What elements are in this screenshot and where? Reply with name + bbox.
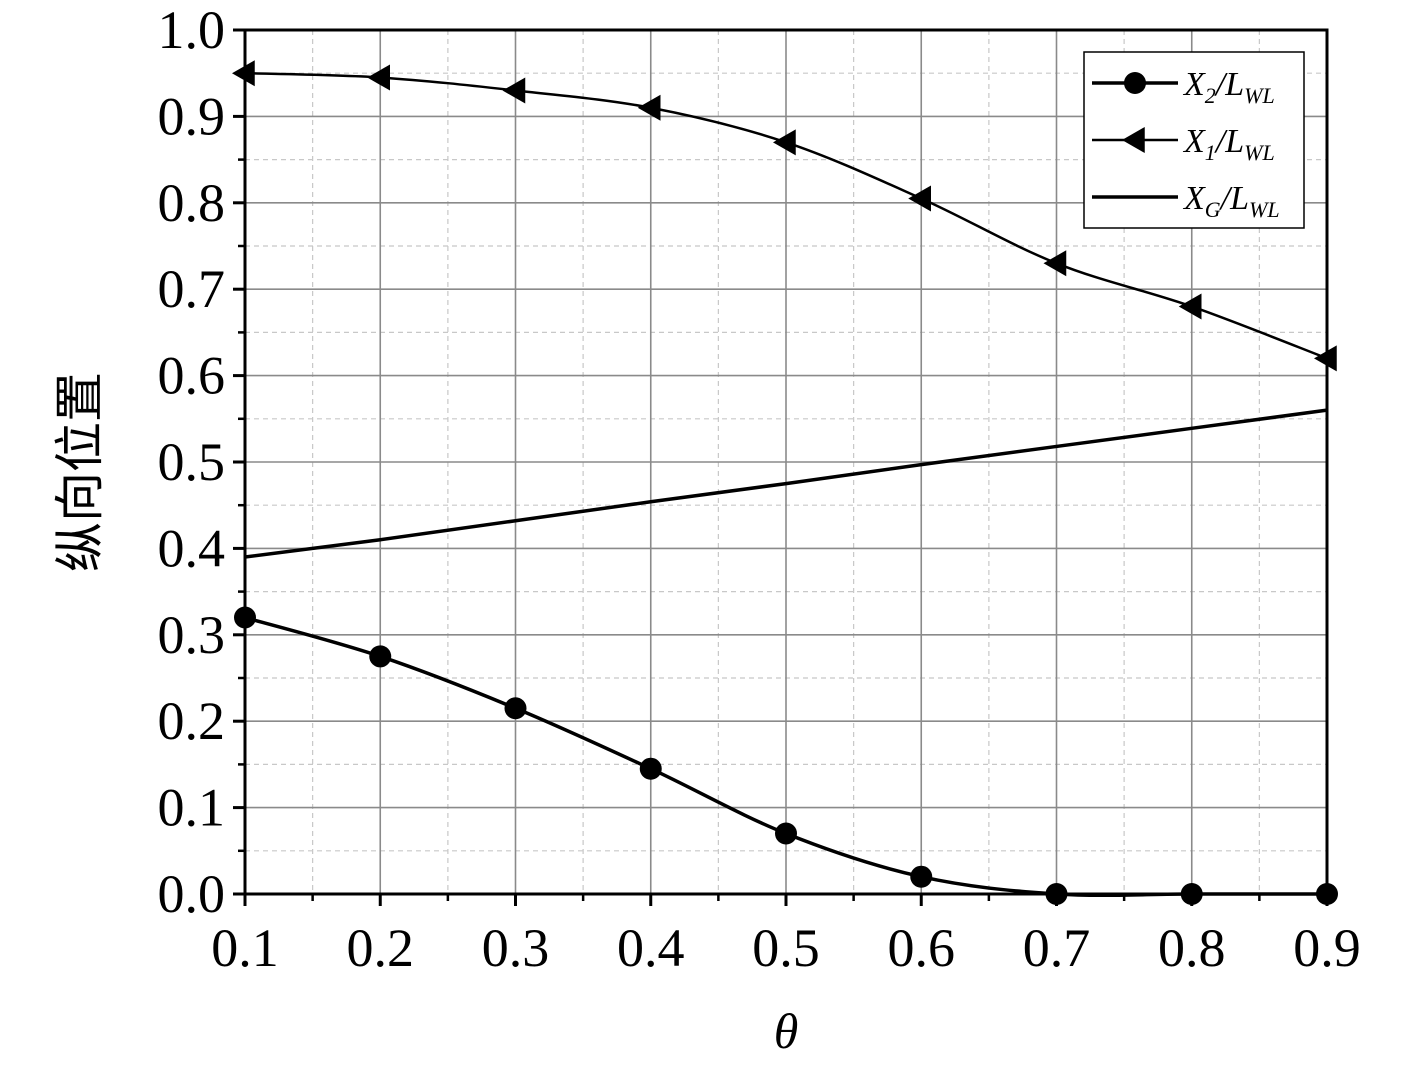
x-tick-label: 0.6 [888,918,956,978]
series-3-line [244,408,1328,559]
legend-entry-2: X1/LWL [1092,123,1275,165]
x-tick-label: 0.8 [1158,918,1226,978]
series-2-point [1043,250,1067,277]
series-1-point [639,757,662,780]
series-2-point [502,77,526,104]
y-tick-label: 0.8 [158,173,226,233]
legend-swatch-marker [1122,127,1145,153]
x-tick-label: 0.4 [617,918,685,978]
legend: X2/LWL X1/LWL XG/LWL [1083,51,1305,229]
y-tick-label: 1.0 [158,0,226,60]
y-tick-label: 0.0 [158,864,226,924]
y-tick-label: 0.2 [158,691,226,751]
y-tick-label: 0.1 [158,778,226,838]
legend-entry-3: XG/LWL [1092,180,1280,222]
x-tick-label: 0.3 [482,918,550,978]
y-tick-label: 0.6 [158,346,226,406]
series-2-point [908,185,931,212]
x-tick-label: 0.9 [1293,918,1361,978]
series-3 [244,408,1328,559]
y-axis-tick-labels: 0.0 0.1 0.2 0.3 0.4 0.5 0.6 0.7 0.8 0.9 1.0 [158,0,226,924]
y-axis-title: 纵向位置 [52,372,108,572]
y-tick-label: 0.7 [158,259,226,319]
x-axis-title: θ [774,1003,799,1059]
legend-label: XG/LWL [1182,180,1280,222]
series-1-point [910,865,933,888]
y-tick-label: 0.3 [158,605,226,665]
y-tick-label: 0.5 [158,432,226,492]
y-tick-label: 0.4 [158,518,226,578]
x-tick-label: 0.7 [1023,918,1091,978]
series-1-point [369,645,392,668]
axis-ticks [233,28,1329,906]
y-tick-label: 0.9 [158,86,226,146]
series-2-point [367,64,390,91]
series-2-point [773,129,796,156]
x-tick-label: 0.2 [347,918,415,978]
series-1-point [504,697,527,720]
legend-label: X1/LWL [1182,123,1275,165]
x-axis-tick-labels: 0.1 0.2 0.3 0.4 0.5 0.6 0.7 0.8 0.9 [211,918,1361,978]
x-tick-label: 0.1 [211,918,279,978]
x-tick-label: 0.5 [752,918,820,978]
legend-swatch-marker [1124,72,1146,94]
series-2-point [1178,293,1202,320]
legend-label: X2/LWL [1182,66,1275,108]
series-1-point [775,822,797,845]
series-2-point [1314,345,1337,372]
legend-entry-1: X2/LWL [1092,66,1275,108]
series-2 [232,60,1337,372]
series-2-point [637,94,661,121]
